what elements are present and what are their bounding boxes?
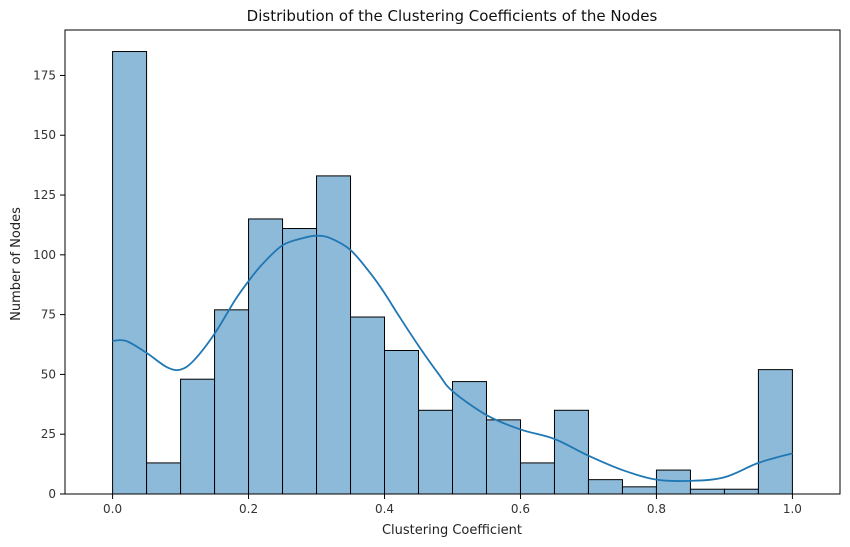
histogram-bar — [350, 316, 386, 495]
y-axis-label: Number of Nodes — [9, 207, 24, 321]
chart-title: Distribution of the Clustering Coefficie… — [247, 7, 658, 25]
x-tick-label: 0.8 — [647, 502, 666, 516]
x-tick-label: 1.0 — [783, 502, 802, 516]
bars-group — [112, 51, 793, 495]
y-tick-label: 75 — [41, 308, 56, 322]
y-tick-label: 175 — [33, 68, 56, 82]
y-tick-label: 50 — [41, 367, 56, 381]
x-axis: 0.0 0.2 0.4 0.6 0.8 1.0 — [103, 494, 802, 516]
plot-frame — [64, 29, 841, 495]
y-tick-label: 125 — [33, 188, 56, 202]
histogram-bar — [316, 175, 352, 495]
plot-area — [64, 29, 841, 495]
kde-curve — [112, 234, 793, 483]
histogram-bar — [485, 419, 521, 495]
histogram-bar — [146, 462, 182, 495]
histogram-bar — [689, 488, 725, 495]
x-tick-label: 0.6 — [511, 502, 530, 516]
histogram-bar — [655, 469, 691, 495]
histogram-bar — [553, 409, 589, 495]
histogram-bar — [519, 462, 555, 495]
y-tick-label: 150 — [33, 128, 56, 142]
histogram-bar — [418, 409, 453, 495]
histogram-bar — [112, 51, 148, 495]
x-axis-label: Clustering Coefficient — [382, 523, 522, 538]
y-tick-label: 25 — [41, 427, 56, 441]
x-tick-label: 0.2 — [239, 502, 258, 516]
y-tick-label: 100 — [33, 248, 56, 262]
histogram-bar — [384, 349, 420, 495]
histogram-bar — [621, 486, 657, 495]
histogram-bar — [452, 381, 487, 495]
histogram-bar — [757, 369, 793, 495]
y-axis: 0 25 50 75 100 125 150 175 — [33, 68, 65, 501]
histogram-bar — [587, 479, 623, 495]
x-tick-label: 0.4 — [375, 502, 394, 516]
x-tick-label: 0.0 — [103, 502, 122, 516]
histogram-bar — [248, 218, 284, 495]
histogram-bar — [282, 228, 318, 495]
histogram-bar — [180, 378, 216, 495]
histogram-bar — [723, 488, 759, 495]
histogram-bar — [214, 309, 250, 495]
y-tick-label: 0 — [48, 487, 56, 501]
